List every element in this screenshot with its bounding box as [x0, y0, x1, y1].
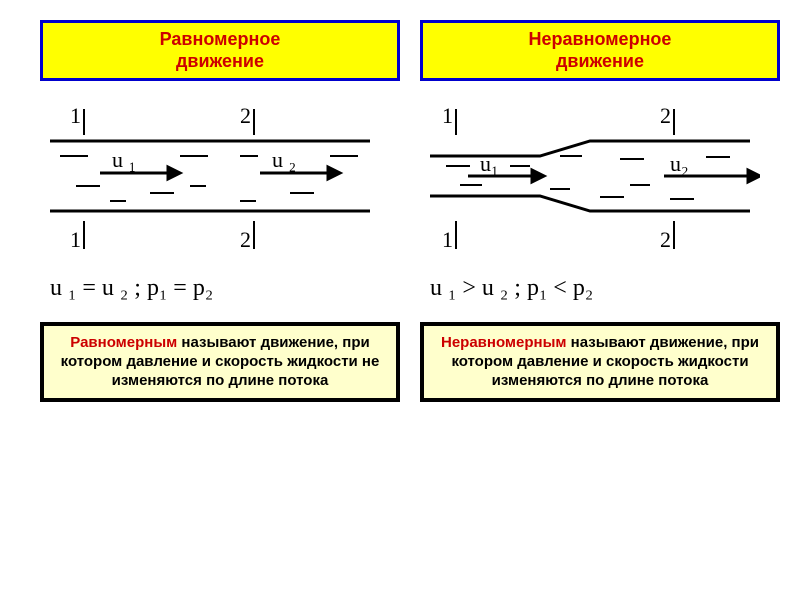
section-label: 1 [70, 227, 81, 252]
velocity-label: u₂ [670, 151, 689, 176]
section-label: 2 [660, 103, 671, 128]
definition-highlight: Равномерным [70, 334, 177, 351]
section-label: 2 [240, 227, 251, 252]
nonuniform-title-line2: движение [556, 51, 644, 71]
nonuniform-motion-column: Неравномерное движение 1 2 [420, 20, 780, 402]
section-label: 1 [442, 227, 453, 252]
uniform-pipe-diagram: 1 2 [40, 101, 400, 261]
nonuniform-formula: u ₁ > u ₂ ; p₁ < p₂ [420, 275, 780, 302]
expanding-pipe-diagram: 1 2 [420, 101, 780, 261]
uniform-motion-column: Равномерное движение 1 2 [40, 20, 400, 402]
uniform-formula: u ₁ = u ₂ ; p₁ = p₂ [40, 275, 400, 302]
uniform-definition-box: Равномерным называют движение, при котор… [40, 322, 400, 402]
definition-highlight: Неравномерным [441, 334, 567, 351]
uniform-title-box: Равномерное движение [40, 20, 400, 81]
velocity-label: u ₂ [272, 147, 296, 172]
nonuniform-title-box: Неравномерное движение [420, 20, 780, 81]
page: Равномерное движение 1 2 [0, 0, 800, 600]
velocity-label: u ₁ [112, 147, 136, 172]
section-label: 1 [70, 103, 81, 128]
section-label: 2 [240, 103, 251, 128]
uniform-title-line1: Равномерное [160, 29, 281, 49]
section-label: 1 [442, 103, 453, 128]
section-label: 2 [660, 227, 671, 252]
velocity-label: u₁ [480, 151, 499, 176]
nonuniform-definition-box: Неравномерным называют движение, при кот… [420, 322, 780, 402]
uniform-title-line2: движение [176, 51, 264, 71]
nonuniform-title-line1: Неравномерное [529, 29, 672, 49]
